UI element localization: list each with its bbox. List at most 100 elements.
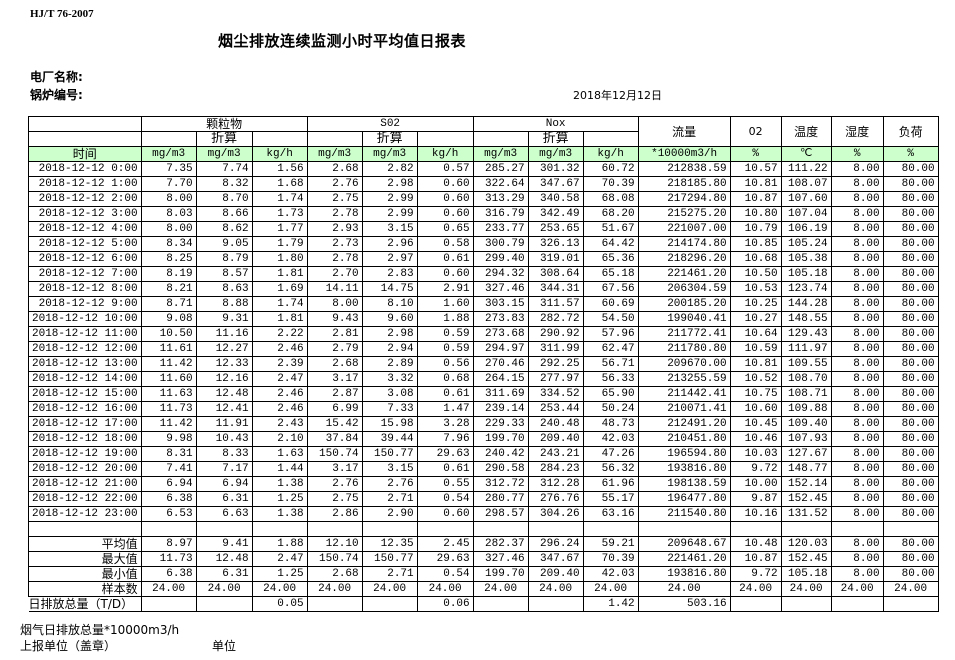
value-cell: 290.58 — [472, 461, 529, 477]
value-cell: 10.81 — [729, 176, 782, 192]
value-cell: 9.43 — [306, 311, 363, 327]
standard-code: HJ/T 76-2007 — [30, 8, 94, 20]
value-cell: 8.88 — [195, 296, 253, 312]
table-row: 2018-12-12 18:00 9.98 10.43 2.10 37.84 39.44 7… — [28, 431, 939, 447]
value-cell: 9.98 — [140, 431, 197, 447]
stats-value: 9.41 — [195, 536, 253, 552]
value-cell: 109.55 — [780, 356, 832, 372]
value-cell: 311.57 — [527, 296, 584, 312]
blank-cell — [28, 521, 142, 537]
time-cell: 2018-12-12 6:00 — [28, 251, 142, 267]
stats-value: 80.00 — [882, 551, 939, 567]
header-row-converted: 折算 折算 折算 — [28, 131, 939, 147]
boiler-number-label: 锅炉编号: — [30, 88, 83, 102]
value-cell: 8.00 — [830, 416, 884, 432]
value-cell: 211772.41 — [637, 326, 731, 342]
time-cell: 2018-12-12 8:00 — [28, 281, 142, 297]
header-o2: 02 — [729, 116, 782, 147]
daily-total-value — [195, 596, 253, 612]
stats-value: 8.00 — [830, 566, 884, 582]
value-cell: 10.50 — [729, 266, 782, 282]
header-blank — [140, 131, 197, 147]
table-row: 2018-12-12 20:00 7.41 7.17 1.44 3.17 3.15 0.61… — [28, 461, 939, 477]
value-cell: 2.46 — [251, 401, 308, 417]
value-cell: 8.00 — [830, 506, 884, 522]
value-cell: 80.00 — [882, 341, 939, 357]
stats-value: 2.45 — [416, 536, 474, 552]
value-cell: 2.86 — [306, 506, 363, 522]
value-cell: 312.72 — [472, 476, 529, 492]
daily-total-value — [729, 596, 782, 612]
value-cell: 8.63 — [195, 281, 253, 297]
value-cell: 1.74 — [251, 191, 308, 207]
table-row: 2018-12-12 21:00 6.94 6.94 1.38 2.76 2.76 0.55… — [28, 476, 939, 492]
value-cell: 10.46 — [729, 431, 782, 447]
value-cell: 10.68 — [729, 251, 782, 267]
stats-value: 24.00 — [140, 581, 197, 597]
value-cell: 1.38 — [251, 476, 308, 492]
value-cell: 200185.20 — [637, 296, 731, 312]
value-cell: 8.00 — [306, 296, 363, 312]
stats-value: 6.31 — [195, 566, 253, 582]
value-cell: 10.81 — [729, 356, 782, 372]
unit-cell: kg/h — [416, 146, 474, 162]
value-cell: 280.77 — [472, 491, 529, 507]
table-row: 2018-12-12 10:00 9.08 9.31 1.81 9.43 9.60 1.88… — [28, 311, 939, 327]
value-cell: 1.81 — [251, 311, 308, 327]
value-cell: 303.15 — [472, 296, 529, 312]
value-cell: 218185.80 — [637, 176, 731, 192]
blank-cell — [472, 521, 529, 537]
value-cell: 7.96 — [416, 431, 474, 447]
value-cell: 11.60 — [140, 371, 197, 387]
unit-cell: % — [882, 146, 939, 162]
value-cell: 64.42 — [582, 236, 639, 252]
stats-value: 59.21 — [582, 536, 639, 552]
value-cell: 8.62 — [195, 221, 253, 237]
value-cell: 0.60 — [416, 506, 474, 522]
value-cell: 7.70 — [140, 176, 197, 192]
stats-label: 最小值 — [28, 566, 142, 582]
value-cell: 217294.80 — [637, 191, 731, 207]
value-cell: 152.45 — [780, 491, 832, 507]
value-cell: 1.73 — [251, 206, 308, 222]
value-cell: 1.77 — [251, 221, 308, 237]
table-row: 2018-12-12 15:00 11.63 12.48 2.46 2.87 3.08 0.… — [28, 386, 939, 402]
header-blank — [582, 131, 639, 147]
blank-cell — [416, 521, 474, 537]
value-cell: 8.32 — [195, 176, 253, 192]
blank-cell — [306, 521, 363, 537]
value-cell: 105.24 — [780, 236, 832, 252]
header-so2: S02 — [306, 116, 474, 132]
value-cell: 300.79 — [472, 236, 529, 252]
value-cell: 0.54 — [416, 491, 474, 507]
value-cell: 198138.59 — [637, 476, 731, 492]
value-cell: 2.46 — [251, 341, 308, 357]
daily-total-row: 日排放总量（T/D） 0.05 0.06 1.42 503.16 — [28, 596, 939, 612]
value-cell: 2.22 — [251, 326, 308, 342]
value-cell: 8.00 — [830, 206, 884, 222]
value-cell: 10.53 — [729, 281, 782, 297]
value-cell: 2.78 — [306, 206, 363, 222]
value-cell: 108.70 — [780, 371, 832, 387]
value-cell: 1.44 — [251, 461, 308, 477]
value-cell: 11.42 — [140, 416, 197, 432]
stats-value: 24.00 — [306, 581, 363, 597]
value-cell: 8.31 — [140, 446, 197, 462]
value-cell: 10.57 — [729, 161, 782, 177]
time-cell: 2018-12-12 16:00 — [28, 401, 142, 417]
value-cell: 299.40 — [472, 251, 529, 267]
table-row: 2018-12-12 17:00 11.42 11.91 2.43 15.42 15.98… — [28, 416, 939, 432]
value-cell: 1.60 — [416, 296, 474, 312]
value-cell: 10.43 — [195, 431, 253, 447]
value-cell: 2.47 — [251, 371, 308, 387]
stats-value: 24.00 — [637, 581, 731, 597]
value-cell: 11.63 — [140, 386, 197, 402]
stats-row: 平均值 8.97 9.41 1.88 12.10 12.35 2.45 282.37 296.2… — [28, 536, 939, 552]
table-row: 2018-12-12 5:00 8.34 9.05 1.79 2.73 2.96 0.58 3… — [28, 236, 939, 252]
value-cell: 3.17 — [306, 461, 363, 477]
value-cell: 39.44 — [361, 431, 418, 447]
value-cell: 1.56 — [251, 161, 308, 177]
value-cell: 80.00 — [882, 266, 939, 282]
value-cell: 3.28 — [416, 416, 474, 432]
stats-value: 80.00 — [882, 566, 939, 582]
